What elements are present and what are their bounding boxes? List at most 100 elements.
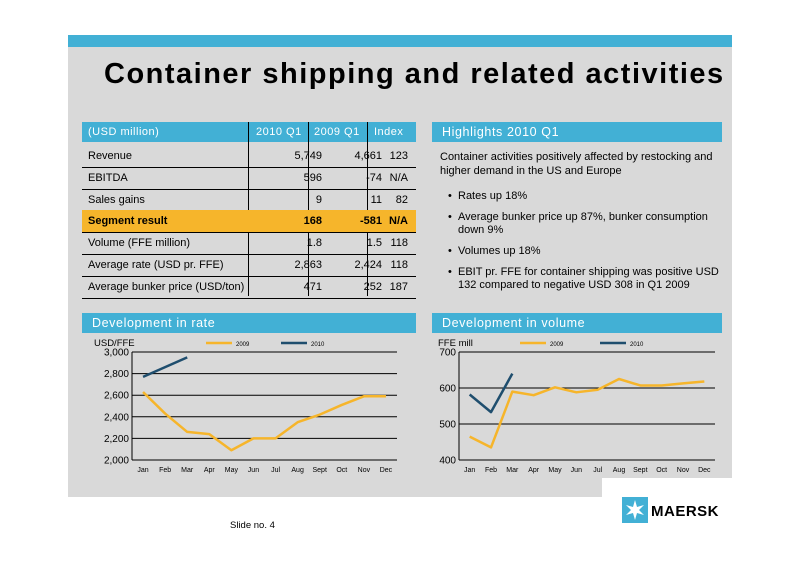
x-tick-label: Feb xyxy=(485,467,497,474)
cell-index: 118 xyxy=(390,237,408,249)
volume-chart-header: Development in volume xyxy=(432,313,722,333)
bullet-text: Average bunker price up 87%, bunker cons… xyxy=(458,211,708,236)
legend-label: 2010 xyxy=(630,342,644,348)
x-tick-label: Mar xyxy=(506,467,519,474)
cell-index: N/A xyxy=(389,172,408,184)
highlights-intro: Container activities positively affected… xyxy=(440,151,713,177)
x-tick-label: Jan xyxy=(137,467,148,474)
list-item: • Rates up 18% xyxy=(448,190,528,202)
cell-index: N/A xyxy=(389,215,408,227)
x-tick-label: Feb xyxy=(159,467,171,474)
x-tick-label: Sept xyxy=(633,467,647,474)
cell-index: 187 xyxy=(389,281,408,293)
highlights-header: Highlights 2010 Q1 xyxy=(432,122,722,142)
column-divider xyxy=(367,122,368,296)
cell-index: 123 xyxy=(389,150,408,162)
row-label: Volume (FFE million) xyxy=(88,237,191,249)
bullet-text: Volumes up 18% xyxy=(458,245,541,257)
header-2010q1: 2010 Q1 xyxy=(256,126,302,138)
x-tick-label: Jun xyxy=(571,467,582,474)
y-axis-label: USD/FFE xyxy=(94,338,135,349)
y-tick-label: 2,000 xyxy=(104,456,129,467)
cell-2009q1: 2,424 xyxy=(354,259,382,271)
list-item: • Average bunker price up 87%, bunker con… xyxy=(448,211,708,236)
x-tick-label: Apr xyxy=(528,467,540,474)
x-tick-label: Oct xyxy=(656,467,667,474)
cell-2010q1: 596 xyxy=(303,172,322,184)
x-tick-label: Oct xyxy=(336,467,347,474)
cell-index: 82 xyxy=(395,194,408,206)
series-line-2010 xyxy=(468,372,514,414)
cell-2009q1: -74 xyxy=(366,172,382,184)
x-tick-label: Mar xyxy=(181,467,194,474)
row-label: Segment result xyxy=(88,215,168,227)
y-tick-label: 2,400 xyxy=(104,412,129,423)
cell-2010q1: 9 xyxy=(315,194,322,206)
column-divider xyxy=(248,122,249,296)
row-label: Average bunker price (USD/ton) xyxy=(88,281,245,293)
cell-2009q1: 252 xyxy=(363,281,382,293)
x-tick-label: Aug xyxy=(613,467,626,474)
rate-chart-header: Development in rate xyxy=(82,313,416,333)
cell-2009q1: -581 xyxy=(359,215,382,227)
cell-2010q1: 471 xyxy=(303,281,322,293)
bullet-text: Rates up 18% xyxy=(458,190,528,202)
cell-2009q1: 11 xyxy=(370,194,382,206)
cell-2010q1: 1.8 xyxy=(306,237,322,249)
table-row: Revenue 5,749 4,661 123 xyxy=(82,145,416,168)
x-tick-label: May xyxy=(548,467,562,474)
x-tick-label: May xyxy=(225,467,239,474)
table-row: EBITDA 596 -74 N/A xyxy=(82,167,416,190)
header-2009q1: 2009 Q1 xyxy=(314,126,360,138)
list-item: • Volumes up 18% xyxy=(448,245,541,257)
series-line-2009 xyxy=(142,391,386,452)
y-tick-label: 400 xyxy=(439,456,456,467)
y-tick-label: 700 xyxy=(439,348,456,359)
row-label: Revenue xyxy=(88,150,133,162)
x-tick-label: Sept xyxy=(313,467,327,474)
header-index: Index xyxy=(374,126,404,138)
x-tick-label: Nov xyxy=(677,467,690,474)
legend-label: 2009 xyxy=(550,342,564,348)
y-tick-label: 500 xyxy=(439,420,456,431)
legend-label: 2009 xyxy=(236,342,250,348)
table-row: Average bunker price (USD/ton) 471 252 187 xyxy=(82,276,416,299)
cell-2010q1: 2,863 xyxy=(294,259,322,271)
x-tick-label: Jan xyxy=(464,467,475,474)
x-tick-label: Jun xyxy=(248,467,259,474)
list-item: • EBIT pr. FFE for container shipping was… xyxy=(448,266,719,291)
row-label: Sales gains xyxy=(88,194,145,206)
legend-label: 2010 xyxy=(311,342,325,348)
rate-chart: 2,000 2,200 2,400 2,600 2,800 3,000 Jan Feb Mar A… xyxy=(94,338,397,474)
volume-chart: 400 500 600 700 Jan Feb Mar Apr May Jun Jul Aug Sept… xyxy=(438,338,715,474)
y-tick-label: 600 xyxy=(439,384,456,395)
x-tick-label: Jul xyxy=(271,467,280,474)
series-line-2009 xyxy=(469,377,705,449)
highlights-list: • Rates up 18% • Average bunker price up 8… xyxy=(440,190,722,300)
highlights-title: Highlights 2010 Q1 xyxy=(442,125,560,139)
brand-name: MAERSK xyxy=(651,503,720,520)
row-label: EBITDA xyxy=(88,172,128,184)
financials-table-header: (USD million) 2010 Q1 2009 Q1 Index xyxy=(82,122,416,142)
header-unit: (USD million) xyxy=(88,126,160,138)
cell-2010q1: 168 xyxy=(303,215,322,227)
x-tick-label: Nov xyxy=(358,467,371,474)
cell-2009q1: 1.5 xyxy=(366,237,382,249)
table-row: Sales gains 9 11 82 xyxy=(82,189,416,212)
x-tick-label: Dec xyxy=(380,467,393,474)
y-axis-label: FFE mill xyxy=(438,338,473,349)
slide-number: Slide no. 4 xyxy=(230,520,275,531)
column-divider xyxy=(308,122,309,296)
rate-chart-title: Development in rate xyxy=(92,316,216,330)
table-row: Volume (FFE million) 1.8 1.5 118 xyxy=(82,232,416,255)
y-tick-label: 2,200 xyxy=(104,434,129,445)
x-tick-label: Dec xyxy=(698,467,711,474)
x-tick-label: Apr xyxy=(204,467,216,474)
table-row: Average rate (USD pr. FFE) 2,863 2,424 118 xyxy=(82,254,416,277)
x-tick-label: Jul xyxy=(593,467,602,474)
maersk-star-logo-icon xyxy=(622,497,648,523)
y-tick-label: 3,000 xyxy=(104,348,129,359)
slide-top-bar xyxy=(68,35,732,47)
row-label: Average rate (USD pr. FFE) xyxy=(88,259,224,271)
cell-2009q1: 4,661 xyxy=(354,150,382,162)
